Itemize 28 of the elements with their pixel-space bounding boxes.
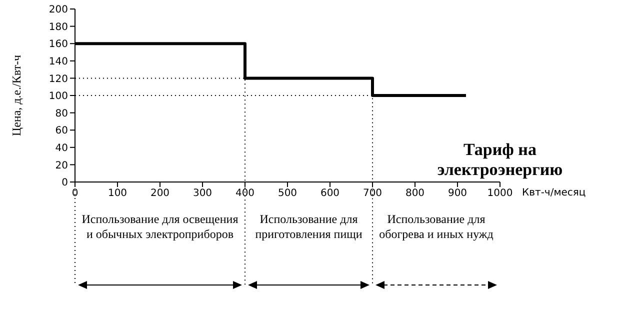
y-tick-label: 160	[48, 39, 68, 50]
y-tick-label: 0	[62, 178, 68, 189]
x-tick-label: 800	[405, 188, 425, 200]
y-tick-label: 80	[55, 108, 68, 120]
y-tick-label: 200	[48, 4, 68, 16]
y-tick-label: 140	[48, 56, 68, 68]
x-tick-label: 200	[150, 188, 170, 200]
text: Использование для освещения и обычных электроприборов	[81, 212, 239, 242]
y-tick-label: 120	[48, 74, 68, 85]
x-tick-label: 600	[320, 188, 340, 200]
x-tick-label: 100	[108, 188, 128, 200]
y-tick-label: 180	[48, 22, 68, 33]
text: Тариф на электроэнергию	[436, 140, 564, 180]
x-tick-label: 400	[235, 188, 255, 200]
x-tick-label: 300	[192, 188, 212, 200]
x-tick-label: 1000	[487, 188, 513, 200]
text: Использование для приготовления пищи	[254, 212, 364, 242]
x-tick-label: 900	[448, 188, 468, 200]
y-tick-label: 20	[55, 160, 68, 172]
y-axis-title: Цена, д.е./Квт-ч	[9, 54, 24, 136]
y-tick-label: 40	[55, 142, 68, 154]
text: Использование для обогрева и иных нужд	[378, 212, 494, 242]
x-tick-label: 700	[362, 188, 382, 200]
x-tick-label: 0	[72, 188, 78, 200]
y-tick-label: 60	[55, 126, 68, 137]
x-tick-label: 500	[278, 188, 298, 200]
x-axis-title: Квт-ч/месяц	[522, 188, 586, 199]
y-tick-label: 100	[48, 91, 68, 102]
